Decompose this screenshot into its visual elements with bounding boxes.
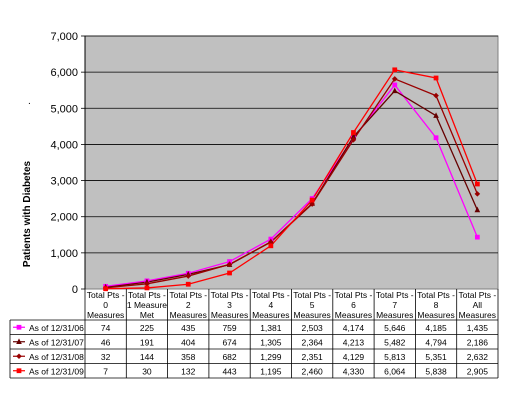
category-label: Total Pts -All Measures	[458, 290, 496, 320]
data-point	[350, 133, 357, 139]
data-label: 2,632	[467, 352, 489, 362]
data-point	[433, 92, 439, 99]
data-label: 6,064	[384, 366, 406, 376]
data-point	[474, 234, 480, 240]
data-point	[268, 239, 274, 245]
y-tick-label: 2,000	[50, 212, 78, 224]
data-label: 2,351	[302, 352, 324, 362]
data-label: 5,813	[384, 352, 406, 362]
category-label: Total Pts -3 Measures	[211, 290, 249, 320]
data-label: 443	[222, 366, 236, 376]
data-label: 1,299	[260, 352, 282, 362]
data-point	[351, 130, 356, 135]
data-point	[309, 201, 315, 207]
category-label: Total Pts -8 Measures	[417, 290, 455, 320]
data-point	[433, 135, 439, 141]
category-label: Total Pts -4 Measures	[252, 290, 290, 320]
category-label: Total Pts -1 Measure Met	[127, 290, 167, 320]
data-label: 7	[103, 366, 108, 376]
data-label: 1,435	[467, 323, 489, 333]
category-label: Total Pts -0 Measures	[87, 290, 125, 320]
data-label: 358	[181, 352, 195, 362]
data-label: 144	[140, 352, 154, 362]
data-label: 2,905	[467, 366, 489, 376]
data-point	[185, 273, 192, 279]
data-label: 4,129	[343, 352, 365, 362]
data-point	[474, 181, 480, 187]
data-label: 682	[222, 352, 236, 362]
data-point	[144, 285, 150, 291]
data-point	[392, 82, 398, 88]
data-label: 674	[222, 337, 236, 347]
data-label: 74	[101, 323, 111, 333]
y-tick-label: 5,000	[50, 103, 78, 115]
series-line-3	[105, 69, 478, 290]
data-point	[309, 197, 315, 203]
data-label: 2,460	[302, 366, 324, 376]
data-label: 2,186	[467, 337, 489, 347]
data-point	[227, 270, 232, 276]
y-tick-label: 7,000	[50, 31, 78, 43]
data-label: 4,185	[425, 323, 447, 333]
legend-entry: As of 12/31/08	[29, 352, 84, 362]
data-point	[185, 281, 191, 287]
y-axis-label: Patients with Diabetes	[22, 160, 33, 267]
data-label: 1,305	[260, 337, 282, 347]
data-label: 5,646	[384, 323, 406, 333]
data-label: 2,503	[302, 323, 324, 333]
data-label: 4,330	[343, 366, 365, 376]
y-tick-label: 6,000	[50, 67, 78, 79]
data-point	[391, 76, 398, 82]
data-point	[433, 112, 439, 118]
data-label: 1,195	[260, 366, 282, 376]
data-point	[350, 136, 357, 143]
category-label: Total Pts -2 Measures	[169, 290, 207, 320]
data-point	[226, 261, 233, 268]
data-label: 435	[181, 323, 195, 333]
data-label: 30	[142, 366, 152, 376]
data-label: 5,838	[425, 366, 447, 376]
category-label: Total Pts -7 Measures	[376, 290, 414, 320]
data-label: 32	[101, 352, 111, 362]
data-label: 225	[140, 323, 154, 333]
data-point	[474, 206, 481, 213]
y-tick-label: 0	[72, 284, 78, 296]
data-label: 191	[140, 337, 154, 347]
series-line-0	[105, 83, 478, 287]
data-point	[391, 87, 398, 94]
data-label: 5,482	[384, 337, 406, 347]
data-label: 4,213	[343, 337, 365, 347]
data-point	[268, 243, 274, 249]
y-tick-label: 1,000	[50, 248, 78, 260]
legend-entry: As of 12/31/07	[29, 337, 84, 347]
data-label: 4,174	[343, 323, 365, 333]
data-label: 404	[181, 337, 195, 347]
data-point	[433, 75, 439, 81]
data-label: 759	[222, 323, 236, 333]
y-tick-label: 3,000	[50, 176, 78, 188]
data-label: 2,364	[302, 337, 324, 347]
plot-area	[84, 35, 499, 290]
stray-mark: .	[28, 96, 31, 107]
y-tick-label: 4,000	[50, 139, 78, 151]
data-label: 132	[181, 366, 195, 376]
legend-entry: As of 12/31/09	[29, 366, 84, 376]
data-label: 4,794	[425, 337, 447, 347]
data-point	[103, 286, 109, 292]
data-point	[392, 67, 398, 73]
data-point	[474, 191, 481, 197]
data-label: 5,351	[425, 352, 447, 362]
category-label: Total Pts -6 Measures	[335, 290, 373, 320]
legend-entry: As of 12/31/06	[29, 323, 84, 333]
data-label: 46	[101, 337, 111, 347]
data-label: 1,381	[260, 323, 282, 333]
data-point	[144, 280, 150, 287]
category-label: Total Pts -5 Measures	[293, 290, 331, 320]
